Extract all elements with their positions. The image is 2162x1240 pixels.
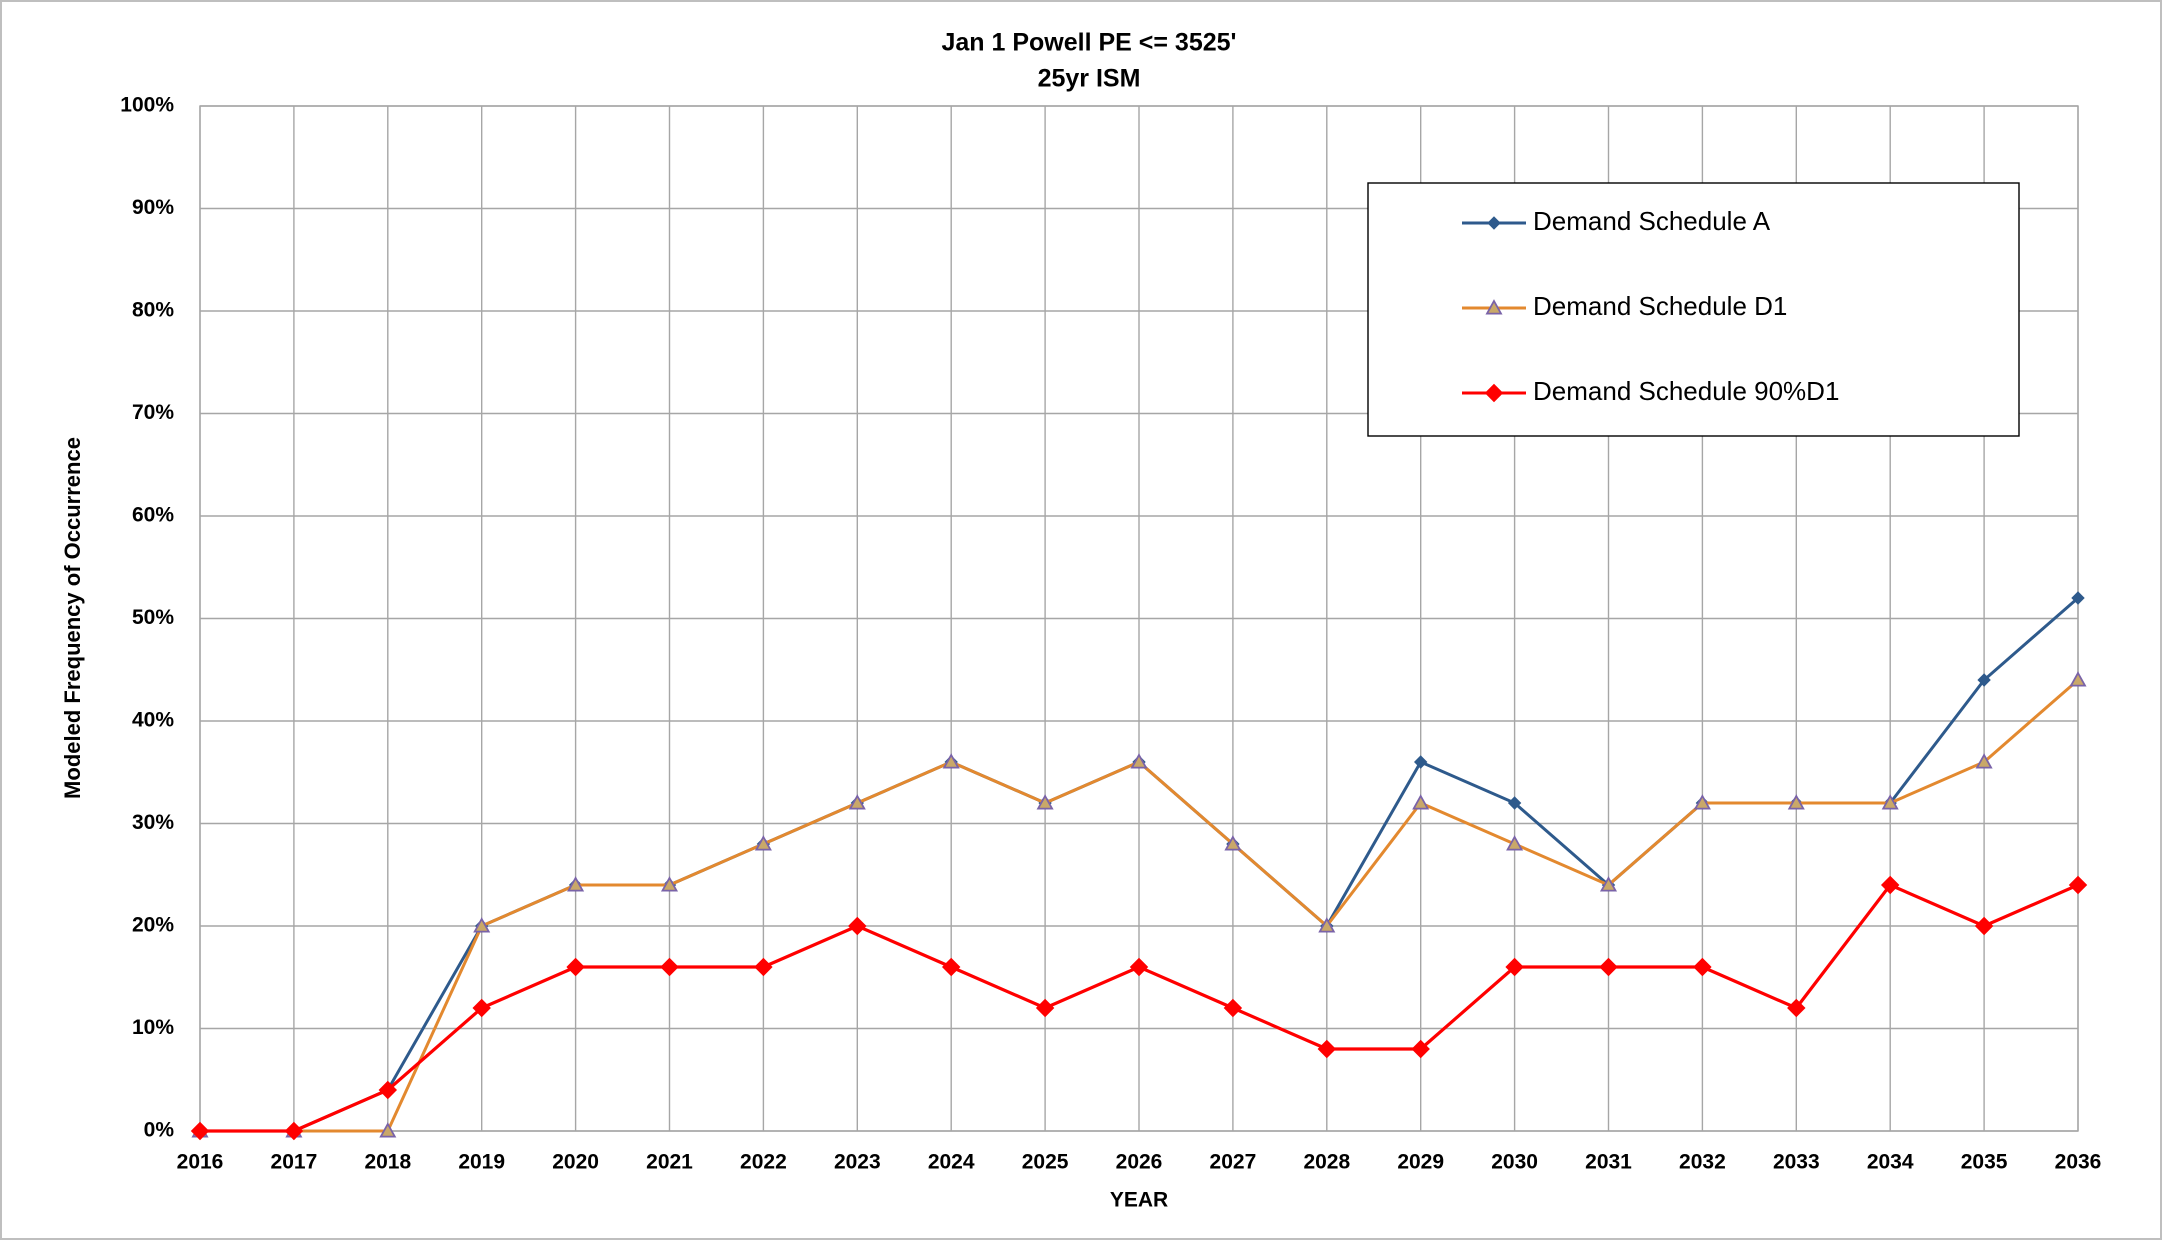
y-tick-label: 90% (132, 196, 174, 219)
data-point (1505, 957, 1524, 977)
data-point (1787, 998, 1806, 1018)
data-point (1412, 794, 1430, 810)
data-point (1787, 794, 1805, 810)
x-tick-label: 2023 (834, 1151, 881, 1174)
y-tick-label: 80% (132, 299, 174, 322)
data-point (1318, 917, 1336, 933)
x-axis-label: YEAR (1110, 1189, 1168, 1212)
x-tick-label: 2030 (1491, 1151, 1538, 1174)
data-point (1974, 916, 1994, 936)
data-point (1413, 755, 1428, 769)
data-point (473, 917, 491, 933)
data-point (472, 998, 491, 1018)
data-point (1599, 957, 1618, 977)
data-point (2071, 591, 2085, 605)
data-point (1693, 957, 1712, 977)
x-tick-label: 2028 (1303, 1151, 1350, 1174)
data-point (660, 876, 679, 892)
data-point (1975, 753, 1993, 769)
legend-label: Demand Schedule D1 (1533, 291, 1787, 321)
data-point (1506, 835, 1524, 851)
data-point (754, 835, 772, 851)
data-point (1035, 998, 1055, 1018)
data-point (284, 1121, 304, 1141)
x-tick-label: 2024 (928, 1151, 975, 1174)
x-tick-label: 2020 (552, 1151, 599, 1174)
data-point (190, 1121, 210, 1141)
x-tick-label: 2019 (458, 1151, 505, 1174)
data-point (1224, 835, 1242, 851)
data-point (379, 1122, 397, 1138)
x-tick-label: 2032 (1679, 1151, 1726, 1174)
y-tick-label: 70% (132, 401, 174, 424)
data-point (2068, 875, 2088, 895)
x-tick-label: 2025 (1022, 1151, 1069, 1174)
data-point (567, 876, 585, 892)
data-point (1411, 1039, 1430, 1059)
data-point (1881, 794, 1899, 810)
y-tick-label: 40% (132, 709, 174, 732)
y-tick-label: 30% (132, 811, 174, 834)
legend-label: Demand Schedule A (1533, 206, 1771, 236)
data-point (1693, 794, 1711, 810)
data-point (660, 957, 679, 977)
data-point (1036, 794, 1054, 810)
x-tick-label: 2027 (1210, 1151, 1257, 1174)
y-tick-label: 10% (132, 1016, 174, 1039)
legend-label: Demand Schedule 90%D1 (1533, 376, 1839, 406)
x-tick-label: 2016 (177, 1151, 224, 1174)
data-point (1507, 796, 1522, 810)
data-point (566, 957, 585, 977)
data-point (2069, 671, 2087, 687)
y-tick-label: 60% (132, 504, 174, 527)
data-point (1977, 673, 1991, 687)
x-tick-label: 2018 (364, 1151, 411, 1174)
data-point (941, 957, 961, 977)
marker (1485, 299, 1503, 315)
data-point (1129, 957, 1149, 977)
marker (1487, 216, 1501, 230)
x-tick-label: 2017 (271, 1151, 318, 1174)
chart-subtitle: 25yr ISM (1038, 65, 1141, 93)
data-point (754, 957, 773, 977)
data-point (1599, 876, 1618, 892)
y-tick-label: 50% (132, 606, 174, 629)
chart-title: Jan 1 Powell PE <= 3525' (941, 29, 1236, 57)
x-tick-label: 2021 (646, 1151, 693, 1174)
data-point (848, 916, 867, 936)
x-tick-label: 2029 (1397, 1151, 1444, 1174)
x-tick-label: 2022 (740, 1151, 787, 1174)
y-tick-label: 20% (132, 914, 174, 937)
x-tick-label: 2033 (1773, 1151, 1820, 1174)
marker (1484, 383, 1504, 403)
x-tick-label: 2026 (1116, 1151, 1163, 1174)
x-tick-label: 2035 (1961, 1151, 2008, 1174)
data-point (1130, 753, 1148, 769)
x-tick-label: 2034 (1867, 1151, 1914, 1174)
y-tick-label: 100% (120, 94, 174, 117)
y-tick-label: 0% (144, 1119, 175, 1142)
x-tick-label: 2031 (1585, 1151, 1632, 1174)
data-point (848, 794, 866, 810)
data-point (942, 753, 960, 769)
x-tick-label: 2036 (2055, 1151, 2102, 1174)
data-point (1223, 998, 1243, 1018)
data-point (1317, 1039, 1337, 1059)
data-point (378, 1080, 398, 1100)
data-point (1880, 875, 1900, 895)
y-axis-label: Modeled Frequency of Occurrence (60, 437, 85, 799)
